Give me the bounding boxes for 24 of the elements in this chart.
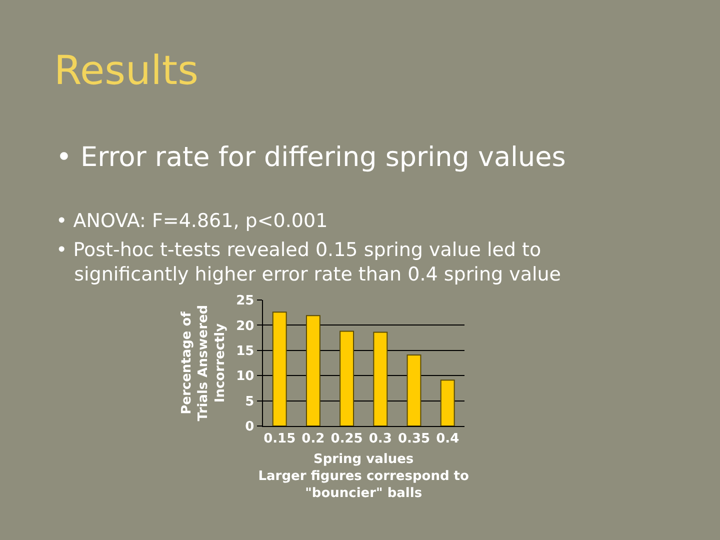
chart-subtitle: • Error rate for differing spring values [56,142,566,173]
x-tick-label: 0.35 [398,432,430,447]
y-tick-label: 10 [236,369,254,384]
y-tick-label: 25 [236,294,254,309]
bar [272,312,287,426]
bar [340,330,354,426]
x-tick-label: 0.2 [302,432,325,447]
y-tick-label: 0 [245,420,254,435]
y-tick-label: 20 [236,318,254,334]
x-axis-title: Spring values Larger figures correspond to "bouncier" balls [258,452,470,501]
y-tick-label: 5 [245,394,254,410]
y-axis-title: Percentage of Trials Answered Incorrectly [179,304,228,422]
text: • ANOVA: F=4.861, p<0.001 [56,210,328,232]
x-tick-label: 0.15 [264,432,296,447]
bar [440,380,455,426]
bar [406,354,422,426]
x-tick-label: 0.25 [330,432,363,447]
x-tick-label: 0.4 [436,432,460,447]
chart-title: Results [54,48,198,94]
text: • Post-hoc t-tests revealed 0.15 spring value led to significantly higher error rate than 0.4 spring value [56,239,561,286]
y-tick-label: 15 [236,344,254,359]
bar [306,315,320,426]
bar [373,332,388,426]
x-tick-label: 0.3 [368,432,392,447]
